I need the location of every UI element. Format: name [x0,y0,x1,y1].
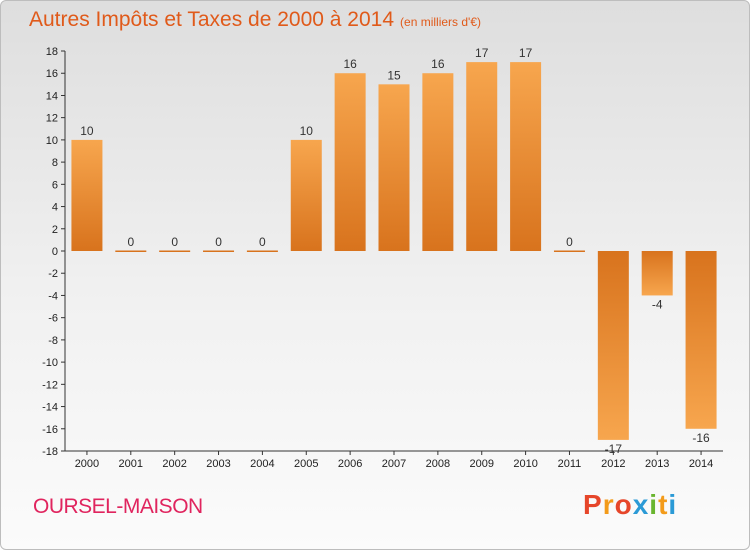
data-label-2001: 0 [127,235,134,249]
bar-2000 [71,139,103,251]
data-label-2002: 0 [171,235,178,249]
commune-name: OURSEL-MAISON [33,495,203,518]
chart-bars [71,62,717,440]
y-tick-label: 16 [46,68,58,80]
x-tick-label: 2000 [75,458,99,470]
bar-2003 [203,250,235,252]
data-label-2012: -17 [605,442,623,456]
data-label-2000: 10 [80,124,94,138]
y-tick-label: -6 [48,313,58,325]
y-tick-label: 4 [52,202,58,214]
y-tick-label: -10 [42,357,58,369]
x-tick-label: 2004 [250,458,274,470]
data-label-2006: 16 [343,57,357,71]
data-label-2004: 0 [259,235,266,249]
y-tick-label: 0 [52,246,58,258]
data-label-2011: 0 [566,235,573,249]
x-tick-label: 2014 [689,458,713,470]
y-tick-label: -2 [48,268,58,280]
data-label-2007: 15 [387,68,401,82]
data-label-2005: 10 [300,124,314,138]
bar-2001 [115,250,147,252]
chart-axes: 18 16 14 12 10 8 6 4 2 0 -2 -4 -6 -8 -10 -12 -14 -16 -18 20… [42,46,723,470]
bar-2008 [422,73,454,251]
y-tick-label: 14 [46,90,58,102]
bar-2013 [641,251,673,296]
x-tick-label: 2012 [601,458,625,470]
chart-subtitle: (en milliers d'€) [400,15,482,29]
data-label-2003: 0 [215,235,222,249]
y-tick-label: 18 [46,46,58,58]
bar-2004 [246,250,278,252]
x-tick-label: 2003 [206,458,230,470]
bar-2007 [378,84,410,251]
y-tick-label: -14 [42,402,58,414]
y-tick-label: -8 [48,335,58,347]
bar-2005 [290,139,322,251]
y-tick-label: 12 [46,113,58,125]
y-tick-label: -12 [42,379,58,391]
y-tick-label: 6 [52,179,58,191]
y-tick-label: 8 [52,157,58,169]
chart-title: Autres Impôts et Taxes de 2000 à 2014 (en… [29,8,482,31]
y-tick-label: 2 [52,224,58,236]
data-label-2010: 17 [519,46,533,60]
x-tick-label: 2007 [382,458,406,470]
bar-2011 [553,250,585,252]
x-tick-label: 2005 [294,458,318,470]
y-tick-label: -4 [48,290,58,302]
x-tick-label: 2006 [338,458,362,470]
x-tick-label: 2009 [469,458,493,470]
y-tick-label: -18 [42,446,58,458]
bar-2014 [685,251,717,429]
bar-2009 [466,62,498,251]
bar-2010 [510,62,542,251]
x-tick-label: 2013 [645,458,669,470]
data-label-2009: 17 [475,46,489,60]
y-tick-label: 10 [46,135,58,147]
data-label-2013: -4 [652,297,663,311]
y-tick-label: -16 [42,424,58,436]
bar-2012 [597,251,629,440]
data-label-2008: 16 [431,57,445,71]
chart-data-labels: 10 0 0 0 0 10 16 15 16 17 17 0 -17 -4 -16 [80,46,710,456]
x-tick-label: 2001 [119,458,143,470]
x-tick-label: 2011 [558,458,582,470]
data-label-2014: -16 [692,431,710,445]
x-tick-label: 2008 [426,458,450,470]
x-tick-label: 2010 [513,458,537,470]
proxiti-logo: Proxiti [583,489,678,520]
bar-2002 [159,250,191,252]
x-tick-label: 2002 [162,458,186,470]
bar-2006 [334,73,366,251]
